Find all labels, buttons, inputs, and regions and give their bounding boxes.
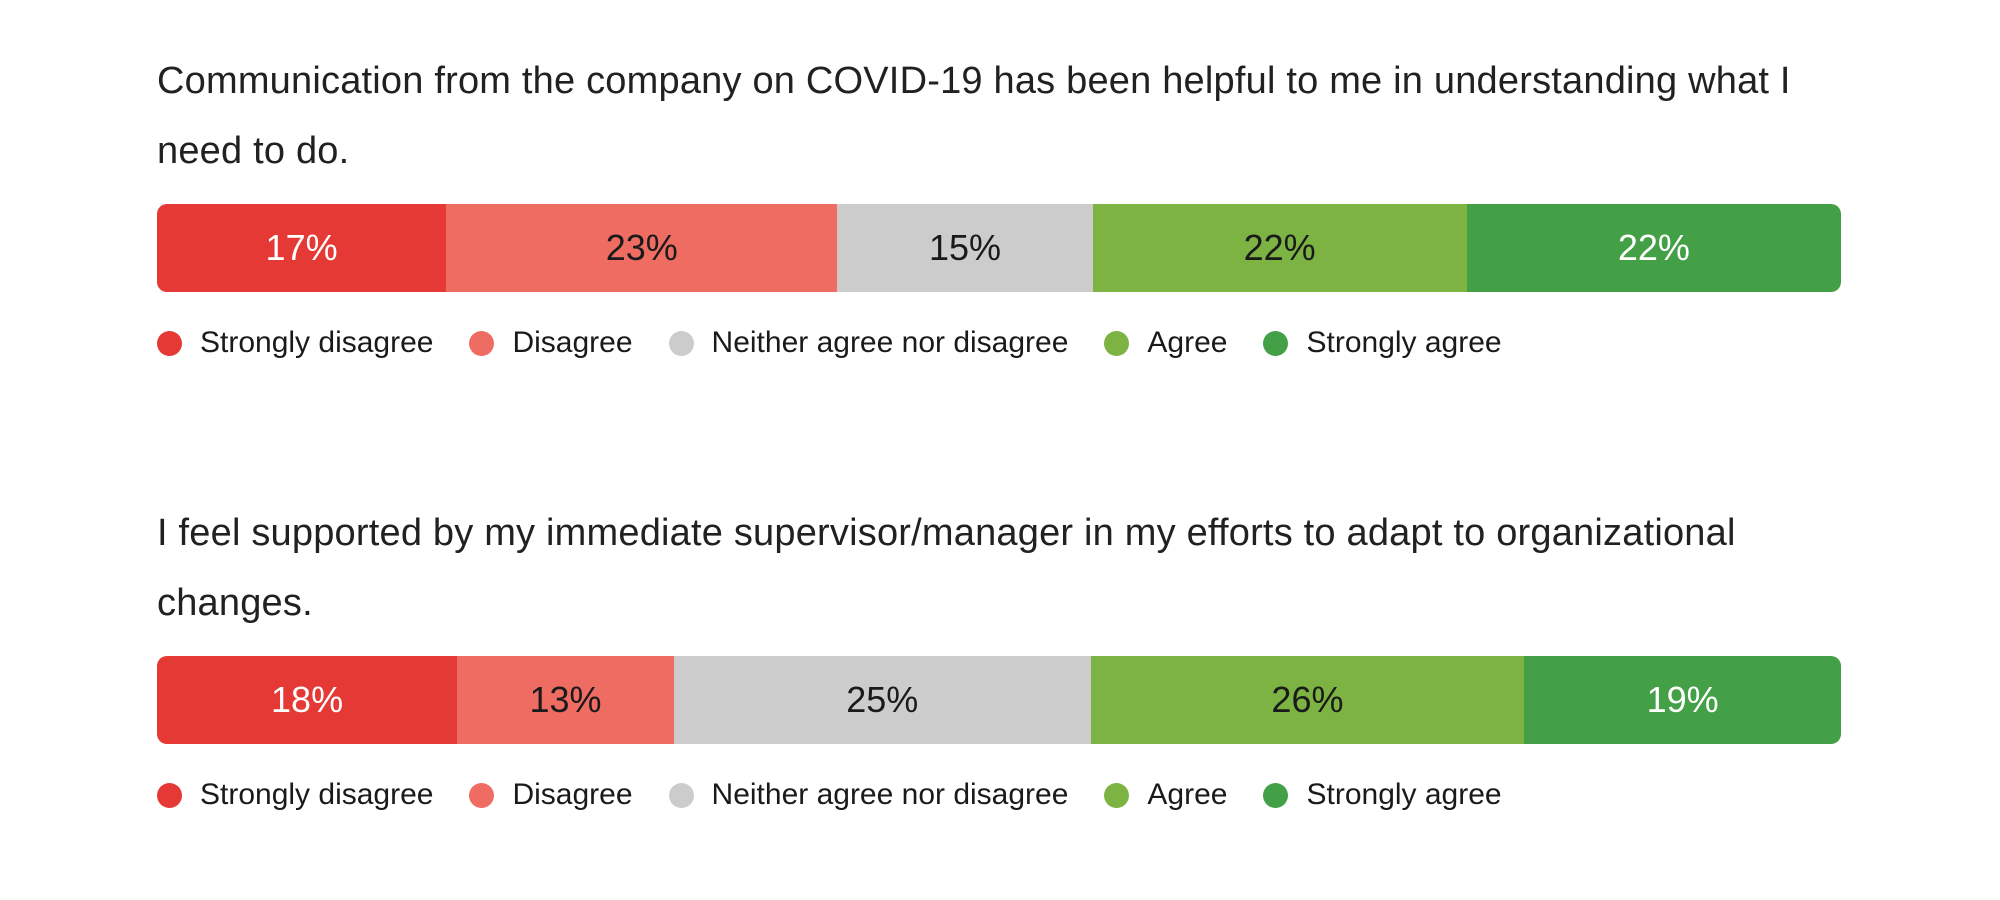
legend-item-strongly-agree: Strongly agree: [1263, 326, 1502, 360]
legend-item-strongly-agree: Strongly agree: [1263, 778, 1502, 812]
legend-swatch-icon: [469, 330, 495, 356]
legend-label: Strongly disagree: [200, 326, 434, 359]
segment-value-label: 18%: [271, 679, 344, 720]
segment-value-label: 23%: [605, 227, 678, 268]
segment-value-label: 22%: [1243, 227, 1316, 268]
bar-segment-agree: 26%: [1090, 656, 1525, 744]
question-title-line-1: Communication from the company on COVID-…: [157, 60, 1791, 102]
bar-segment-disagree: 13%: [457, 656, 674, 744]
bar-segment-strongly-agree: 19%: [1524, 656, 1841, 744]
legend-item-disagree: Disagree: [469, 778, 633, 812]
legend-label: Strongly agree: [1306, 326, 1502, 359]
legend-label: Disagree: [512, 778, 633, 811]
question-title: Communication from the company on COVID-…: [157, 46, 1841, 186]
survey-question-block-2: I feel supported by my immediate supervi…: [157, 498, 1841, 812]
segment-value-label: 19%: [1646, 679, 1719, 720]
segment-value-label: 22%: [1617, 227, 1690, 268]
bar-segment-strongly-agree: 22%: [1466, 204, 1841, 292]
segment-value-label: 13%: [529, 679, 602, 720]
segment-value-label: 15%: [928, 227, 1002, 268]
legend-item-strongly-disagree: Strongly disagree: [157, 778, 433, 812]
bar-segment-strongly-disagree: 17%: [157, 204, 447, 292]
chart-legend: Strongly disagree Disagree Neither agree n…: [157, 326, 1841, 360]
stacked-bar-chart: 18% 13% 25% 26% 19%: [157, 656, 1841, 744]
legend-label: Neither agree nor disagree: [711, 326, 1069, 359]
bar-segment-strongly-disagree: 18%: [157, 656, 458, 744]
bar-segment-disagree: 23%: [446, 204, 838, 292]
bar-segment-agree: 22%: [1092, 204, 1467, 292]
legend-swatch-icon: [1263, 330, 1289, 356]
stacked-bar-chart: 17% 23% 15% 22% 22%: [157, 204, 1841, 292]
legend-label: Agree: [1147, 778, 1228, 811]
legend-item-agree: Agree: [1104, 326, 1227, 360]
legend-swatch-icon: [1104, 782, 1130, 808]
legend-swatch-icon: [668, 330, 694, 356]
legend-label: Strongly disagree: [200, 778, 434, 811]
legend-swatch-icon: [157, 782, 182, 808]
legend-swatch-icon: [469, 782, 495, 808]
bar-segment-neither-agree-nor-disagree: 25%: [673, 656, 1091, 744]
segment-value-label: 25%: [846, 679, 919, 720]
legend-swatch-icon: [1104, 330, 1130, 356]
legend-item-agree: Agree: [1104, 778, 1227, 812]
legend-label: Disagree: [512, 326, 633, 359]
legend-label: Neither agree nor disagree: [711, 778, 1069, 811]
legend-label: Agree: [1147, 326, 1228, 359]
segment-value-label: 26%: [1271, 679, 1344, 720]
question-title-line-2: changes.: [157, 582, 313, 624]
question-title-line-2: need to do.: [157, 130, 350, 172]
legend-swatch-icon: [668, 782, 694, 808]
bar-segment-neither-agree-nor-disagree: 15%: [837, 204, 1093, 292]
legend-item-neither-agree-nor-disagree: Neither agree nor disagree: [668, 778, 1069, 812]
legend-swatch-icon: [157, 330, 182, 356]
legend-swatch-icon: [1263, 782, 1289, 808]
legend-item-disagree: Disagree: [469, 326, 633, 360]
question-title: I feel supported by my immediate supervi…: [157, 498, 1841, 638]
question-title-line-1: I feel supported by my immediate supervi…: [157, 512, 1736, 554]
legend-item-strongly-disagree: Strongly disagree: [157, 326, 433, 360]
segment-value-label: 17%: [265, 227, 338, 268]
legend-label: Strongly agree: [1306, 778, 1502, 811]
legend-item-neither-agree-nor-disagree: Neither agree nor disagree: [668, 326, 1069, 360]
survey-question-block-1: Communication from the company on COVID-…: [157, 46, 1841, 360]
chart-legend: Strongly disagree Disagree Neither agree n…: [157, 778, 1841, 812]
